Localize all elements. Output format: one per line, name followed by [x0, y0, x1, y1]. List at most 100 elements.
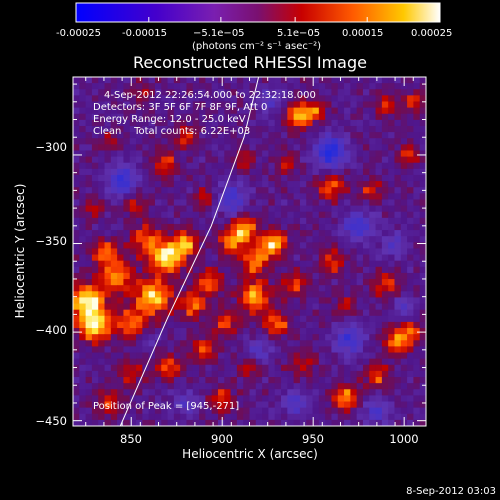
heatmap-cell — [287, 236, 295, 243]
heatmap-cell — [312, 217, 320, 225]
heatmap-cell — [85, 144, 93, 151]
heatmap-cell — [180, 328, 187, 335]
heatmap-cell — [274, 125, 282, 133]
heatmap-cell — [255, 242, 263, 249]
heatmap-cell — [331, 211, 339, 219]
heatmap-cell — [199, 303, 206, 311]
heatmap-cell — [268, 340, 276, 347]
heatmap-cell — [331, 260, 339, 268]
heatmap-cell — [230, 119, 238, 127]
heatmap-cell — [362, 266, 370, 274]
heatmap-cell — [79, 181, 86, 188]
heatmap-cell — [369, 89, 376, 96]
heatmap-cell — [142, 125, 150, 133]
heatmap-cell — [161, 407, 168, 415]
heatmap-cell — [104, 242, 112, 249]
heatmap-cell — [325, 211, 332, 219]
heatmap-cell — [236, 181, 244, 188]
heatmap-cell — [255, 199, 263, 206]
heatmap-cell — [362, 248, 370, 255]
heatmap-cell — [205, 223, 213, 231]
heatmap-cell — [167, 413, 175, 421]
heatmap-cell — [243, 150, 250, 157]
heatmap-cell — [337, 193, 345, 200]
heatmap-cell — [369, 107, 376, 115]
heatmap-cell — [104, 168, 112, 176]
heatmap-cell — [312, 395, 320, 402]
heatmap-cell — [369, 340, 376, 347]
heatmap-cell — [224, 315, 231, 323]
heatmap-cell — [331, 162, 339, 170]
heatmap-cell — [79, 174, 86, 182]
heatmap-cell — [161, 193, 168, 200]
heatmap-cell — [186, 260, 194, 268]
heatmap-cell — [236, 254, 244, 262]
heatmap-cell — [337, 303, 345, 311]
heatmap-cell — [91, 132, 99, 139]
heatmap-cell — [413, 89, 421, 96]
heatmap-cell — [274, 242, 282, 249]
heatmap-cell — [217, 89, 225, 96]
heatmap-cell — [413, 132, 421, 139]
heatmap-cell — [243, 89, 250, 96]
heatmap-cell — [129, 211, 137, 219]
heatmap-cell — [98, 364, 105, 372]
heatmap-cell — [117, 223, 124, 231]
heatmap-cell — [293, 144, 301, 151]
heatmap-cell — [299, 193, 307, 200]
heatmap-cell — [142, 346, 150, 353]
heatmap-cell — [98, 272, 105, 280]
heatmap-cell — [362, 377, 370, 384]
heatmap-cell — [236, 138, 244, 145]
heatmap-cell — [136, 193, 143, 200]
heatmap-cell — [79, 413, 86, 421]
heatmap-cell — [230, 419, 238, 426]
heatmap-cell — [205, 107, 213, 115]
heatmap-cell — [419, 315, 426, 323]
heatmap-cell — [243, 266, 250, 274]
heatmap-cell — [224, 285, 231, 292]
heatmap-cell — [91, 279, 99, 286]
heatmap-cell — [407, 193, 414, 200]
heatmap-cell — [167, 383, 175, 390]
heatmap-cell — [79, 83, 86, 90]
heatmap-cell — [331, 340, 339, 347]
heatmap-cell — [230, 315, 238, 323]
heatmap-cell — [129, 285, 137, 292]
heatmap-cell — [312, 297, 320, 304]
heatmap-cell — [161, 89, 168, 96]
heatmap-cell — [331, 95, 339, 102]
heatmap-cell — [243, 205, 250, 213]
heatmap-cell — [325, 309, 332, 317]
heatmap-cell — [161, 254, 168, 262]
heatmap-cell — [356, 125, 364, 133]
heatmap-cell — [344, 174, 351, 182]
heatmap-cell — [154, 272, 162, 280]
heatmap-cell — [243, 132, 250, 139]
heatmap-cell — [337, 334, 345, 341]
heatmap-cell — [381, 168, 389, 176]
heatmap-cell — [230, 223, 238, 231]
heatmap-cell — [192, 248, 200, 255]
heatmap-cell — [268, 236, 276, 243]
heatmap-cell — [91, 297, 99, 304]
heatmap-cell — [262, 181, 269, 188]
heatmap-cell — [230, 248, 238, 255]
y-tick-label: −350 — [35, 234, 67, 248]
heatmap-cell — [255, 395, 263, 402]
heatmap-cell — [148, 236, 156, 243]
heatmap-cell — [362, 383, 370, 390]
heatmap-cell — [306, 205, 313, 213]
heatmap-cell — [375, 248, 383, 255]
heatmap-cell — [337, 328, 345, 335]
heatmap-cell — [274, 113, 282, 121]
heatmap-cell — [73, 199, 80, 206]
heatmap-cell — [211, 125, 219, 133]
heatmap-cell — [381, 328, 389, 335]
heatmap-cell — [110, 248, 118, 255]
heatmap-cell — [230, 297, 238, 304]
heatmap-cell — [104, 187, 112, 194]
heatmap-cell — [312, 174, 320, 182]
heatmap-cell — [388, 303, 395, 311]
heatmap-cell — [199, 230, 206, 237]
